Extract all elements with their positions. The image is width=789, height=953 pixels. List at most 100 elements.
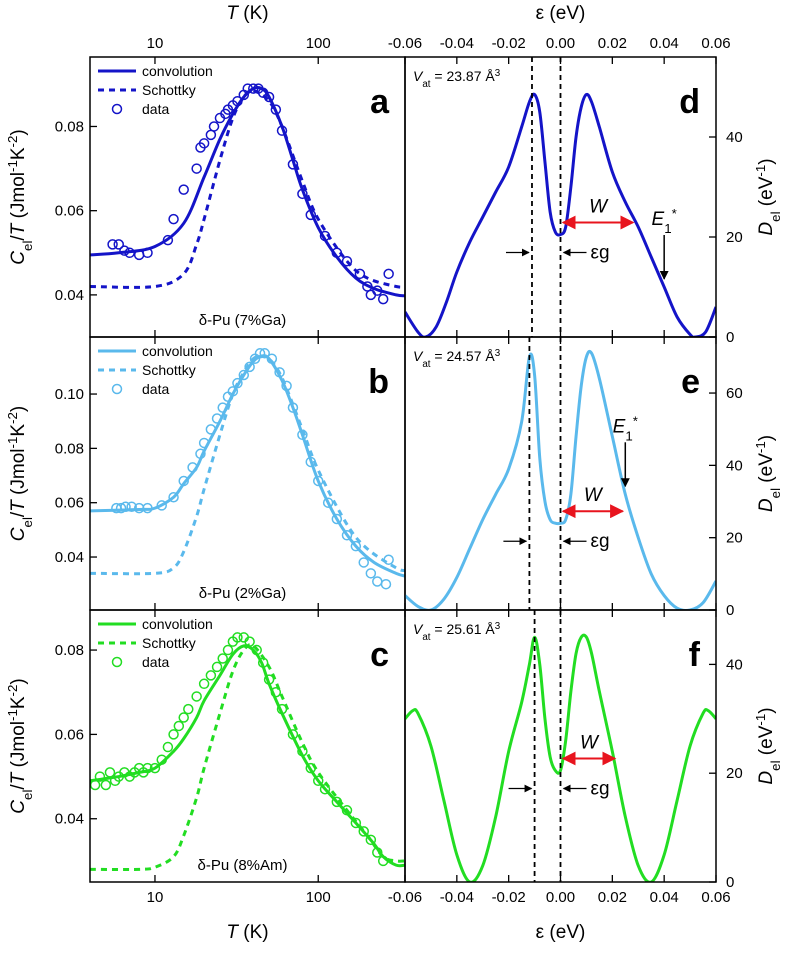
data-point xyxy=(259,348,270,359)
sample-label: δ-Pu (2%Ga) xyxy=(199,585,287,602)
data-point xyxy=(168,729,179,740)
y-tick-label: 0.10 xyxy=(55,386,84,403)
x-tick-label: -0.06 xyxy=(388,889,422,906)
data-point xyxy=(383,268,394,280)
data-point xyxy=(232,377,243,389)
data-point xyxy=(232,95,243,107)
y-tick-label: 40 xyxy=(726,129,743,146)
data-point xyxy=(119,245,130,256)
data-point xyxy=(205,129,217,141)
e1-label: E1* xyxy=(613,413,638,443)
text-part: D xyxy=(756,498,777,512)
legend-label: convolution xyxy=(142,63,213,79)
data-point xyxy=(331,796,343,808)
data-point xyxy=(191,163,202,174)
x-tick-label: -0.06 xyxy=(388,35,422,52)
text-part: -1 xyxy=(753,714,768,726)
data-point xyxy=(358,557,369,568)
text-part: V xyxy=(413,68,424,84)
data-point xyxy=(287,402,299,413)
plot-area xyxy=(405,92,716,337)
text-part: = 24.57 Å xyxy=(431,348,496,364)
text-part: / xyxy=(8,235,29,241)
legend-label: data xyxy=(142,654,169,670)
data-point xyxy=(222,644,234,656)
data-point xyxy=(341,530,353,541)
sample-label: δ-Pu (7%Ga) xyxy=(199,312,287,329)
data-point xyxy=(281,380,292,392)
text-part: -1 xyxy=(5,160,20,172)
legend-label: Schottky xyxy=(142,82,196,98)
text-part: ε (eV) xyxy=(536,3,586,24)
x-tick-label: 0.02 xyxy=(598,35,627,52)
panel-frame xyxy=(404,609,717,883)
data-point xyxy=(156,500,167,511)
y-tick-label: 40 xyxy=(726,656,743,673)
data-point xyxy=(350,540,362,552)
data-point xyxy=(162,741,174,753)
x-tick-label: 0.04 xyxy=(650,889,679,906)
data-point xyxy=(244,636,255,647)
text-part: el xyxy=(20,241,35,251)
text-part: V xyxy=(413,348,424,364)
text-part: -2 xyxy=(5,412,20,424)
data-point xyxy=(297,429,308,441)
text-part: ) xyxy=(8,406,29,412)
data-point xyxy=(242,83,253,94)
legend-label: convolution xyxy=(142,616,213,632)
x-tick-label: 10 xyxy=(147,35,164,52)
legend-marker xyxy=(111,656,123,668)
width-label: W xyxy=(584,485,604,506)
data-point xyxy=(142,502,153,514)
text-part: -1 xyxy=(5,437,20,449)
x-tick-label: 0.00 xyxy=(546,889,575,906)
gap-label: εg xyxy=(591,243,610,264)
data-point xyxy=(217,653,228,664)
data-point xyxy=(142,247,153,259)
legend-label: data xyxy=(142,101,169,117)
legend-label: convolution xyxy=(142,343,213,359)
data-point xyxy=(156,754,167,765)
text-part: / xyxy=(8,784,29,790)
y-tick-label: 0.04 xyxy=(55,287,84,304)
text-part: K xyxy=(8,696,29,709)
text-part: el xyxy=(768,760,783,770)
series-line xyxy=(90,644,405,868)
legend-label: Schottky xyxy=(142,362,196,378)
text-part: 3 xyxy=(495,348,501,359)
data-point xyxy=(274,367,285,378)
volume-label: Vat = 24.57 Å3 xyxy=(413,348,501,370)
data-point xyxy=(187,462,198,473)
data-point xyxy=(120,501,131,513)
panel-letter: f xyxy=(689,636,701,674)
data-point xyxy=(322,497,334,508)
data-point xyxy=(377,293,389,305)
data-point xyxy=(191,691,202,702)
text-part: (eV xyxy=(756,176,777,211)
data-point xyxy=(287,729,299,740)
data-point xyxy=(287,159,299,170)
x-tick-label: 0.02 xyxy=(598,889,627,906)
x-tick-label: 100 xyxy=(306,889,331,906)
text-part: -1 xyxy=(5,709,20,721)
text-part: at xyxy=(422,359,430,370)
series-line xyxy=(90,354,405,576)
data-point xyxy=(305,209,317,221)
data-point xyxy=(168,213,179,225)
y-axis-label: Cel/T (Jmol-1K-2) xyxy=(5,129,35,264)
data-point xyxy=(331,513,343,525)
x-tick-label: 100 xyxy=(306,35,331,52)
y-tick-label: 0 xyxy=(726,602,734,619)
text-part: el xyxy=(20,517,35,527)
y-tick-label: 0.08 xyxy=(55,118,84,135)
data-point xyxy=(350,817,362,829)
panel-letter: d xyxy=(679,83,700,121)
text-part: 3 xyxy=(495,621,501,632)
text-part: el xyxy=(20,790,35,800)
data-point xyxy=(365,289,377,301)
data-point xyxy=(248,83,259,94)
text-part: 3 xyxy=(495,68,501,79)
text-part: * xyxy=(633,413,638,428)
gap-label: εg xyxy=(591,778,610,799)
